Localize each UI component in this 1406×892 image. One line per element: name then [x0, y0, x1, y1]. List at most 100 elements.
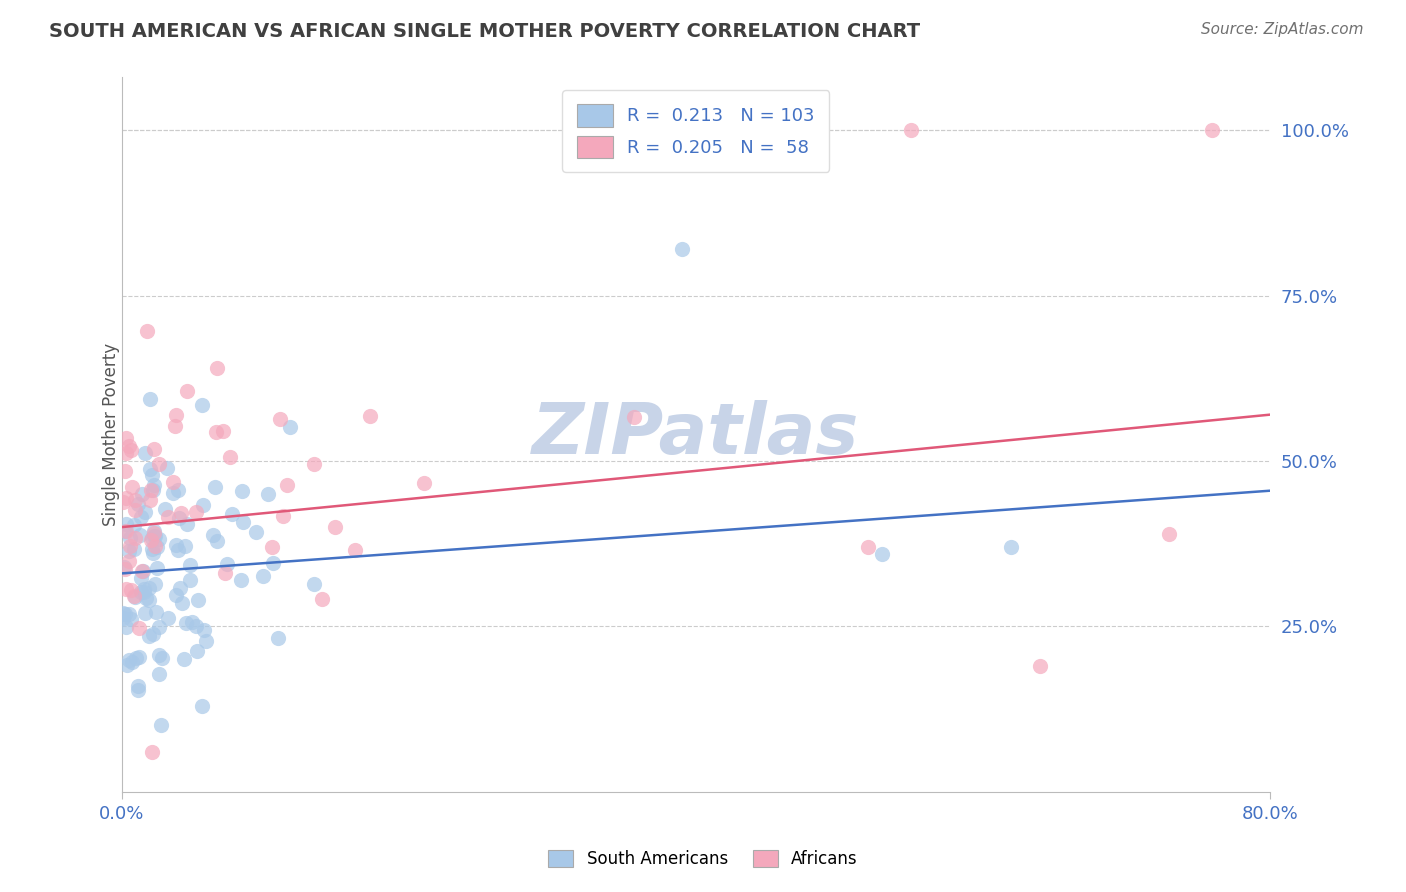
- Point: [179, 558, 201, 573]
- Point: [1201, 123, 1223, 137]
- Point: [114, 464, 136, 478]
- Point: [129, 509, 152, 524]
- Point: [139, 462, 162, 476]
- Point: [118, 532, 141, 546]
- Point: [114, 524, 136, 538]
- Point: [128, 650, 150, 665]
- Point: [114, 524, 136, 538]
- Point: [278, 419, 301, 434]
- Point: [215, 557, 238, 571]
- Point: [141, 531, 163, 545]
- Point: [120, 540, 142, 554]
- Point: [141, 745, 163, 759]
- Point: [221, 507, 243, 521]
- Point: [114, 562, 136, 576]
- Point: [143, 528, 166, 542]
- Point: [118, 653, 141, 667]
- Point: [138, 629, 160, 643]
- Point: [229, 573, 252, 587]
- Point: [134, 505, 156, 519]
- Point: [118, 607, 141, 621]
- Point: [267, 631, 290, 645]
- Point: [184, 619, 207, 633]
- Point: [148, 620, 170, 634]
- Point: [124, 502, 146, 516]
- Point: [231, 483, 253, 498]
- Point: [900, 123, 922, 137]
- Point: [162, 475, 184, 489]
- Point: [135, 591, 157, 606]
- Point: [211, 424, 233, 438]
- Point: [148, 648, 170, 662]
- Point: [1000, 540, 1022, 554]
- Point: [127, 497, 149, 511]
- Point: [150, 651, 173, 665]
- Point: [115, 431, 138, 445]
- Point: [184, 505, 207, 519]
- Point: [176, 517, 198, 532]
- Point: [165, 408, 187, 422]
- Point: [115, 582, 138, 597]
- Point: [112, 495, 135, 509]
- Point: [148, 533, 170, 547]
- Point: [127, 683, 149, 698]
- Point: [256, 487, 278, 501]
- Point: [359, 409, 381, 424]
- Point: [134, 606, 156, 620]
- Point: [262, 541, 284, 555]
- Point: [115, 491, 138, 506]
- Text: Source: ZipAtlas.com: Source: ZipAtlas.com: [1201, 22, 1364, 37]
- Point: [143, 539, 166, 553]
- Point: [202, 528, 225, 542]
- Point: [195, 634, 218, 648]
- Legend: R =  0.213   N = 103, R =  0.205   N =  58: R = 0.213 N = 103, R = 0.205 N = 58: [562, 90, 830, 172]
- Point: [872, 547, 894, 561]
- Point: [173, 652, 195, 666]
- Point: [139, 533, 162, 547]
- Point: [252, 569, 274, 583]
- Point: [132, 564, 155, 578]
- Point: [344, 543, 367, 558]
- Point: [143, 442, 166, 456]
- Point: [856, 540, 879, 554]
- Point: [186, 644, 208, 658]
- Point: [214, 566, 236, 581]
- Point: [271, 509, 294, 524]
- Point: [276, 477, 298, 491]
- Point: [671, 243, 693, 257]
- Point: [129, 571, 152, 585]
- Point: [153, 502, 176, 516]
- Point: [302, 577, 325, 591]
- Point: [118, 554, 141, 568]
- Point: [413, 476, 436, 491]
- Point: [143, 524, 166, 539]
- Point: [156, 461, 179, 475]
- Point: [176, 384, 198, 398]
- Point: [174, 615, 197, 630]
- Point: [167, 511, 190, 525]
- Point: [170, 596, 193, 610]
- Y-axis label: Single Mother Poverty: Single Mother Poverty: [103, 343, 120, 526]
- Point: [323, 520, 346, 534]
- Point: [121, 480, 143, 494]
- Point: [157, 611, 180, 625]
- Point: [115, 657, 138, 672]
- Point: [1029, 659, 1052, 673]
- Point: [122, 517, 145, 532]
- Point: [191, 499, 214, 513]
- Point: [114, 607, 136, 621]
- Point: [145, 605, 167, 619]
- Point: [112, 606, 135, 620]
- Point: [191, 699, 214, 714]
- Text: ZIPatlas: ZIPatlas: [533, 400, 859, 469]
- Point: [127, 680, 149, 694]
- Point: [148, 667, 170, 681]
- Point: [627, 123, 650, 137]
- Point: [193, 624, 215, 638]
- Point: [623, 410, 645, 425]
- Point: [205, 533, 228, 548]
- Text: SOUTH AMERICAN VS AFRICAN SINGLE MOTHER POVERTY CORRELATION CHART: SOUTH AMERICAN VS AFRICAN SINGLE MOTHER …: [49, 22, 921, 41]
- Point: [134, 446, 156, 460]
- Point: [121, 655, 143, 669]
- Point: [132, 584, 155, 599]
